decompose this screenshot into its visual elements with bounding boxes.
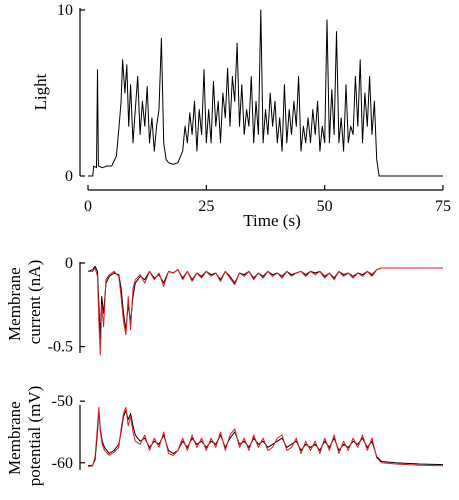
light-x-axis-label: Time (s) (243, 211, 300, 230)
potential-trace (87, 406, 444, 467)
current-y-axis-label-line1: Membrane (5, 267, 24, 341)
light-panel: 0 10 0 25 50 75 Light Time (s) (31, 2, 451, 230)
current-series (87, 265, 443, 356)
potential-y-ticks: -50 -60 (52, 393, 85, 472)
light-x-tick-label: 0 (84, 198, 92, 215)
light-trace (88, 9, 443, 177)
light-y-tick-label: 0 (65, 168, 73, 185)
light-series (88, 9, 443, 177)
current-y-axis-label: Membrane current (nA) (5, 260, 44, 345)
current-y-tick-label: -0.5 (48, 339, 73, 356)
membrane-potential-panel: -50 -60 Membrane potential (mV) (5, 386, 444, 487)
light-y-ticks: 0 10 (57, 2, 85, 185)
current-y-tick-label: 0 (65, 255, 73, 272)
potential-y-axis-label: Membrane potential (mV) (5, 386, 44, 487)
potential-series (87, 406, 444, 467)
light-x-ticks: 0 25 50 75 (84, 185, 451, 215)
membrane-current-panel: 0 -0.5 Membrane current (nA) (5, 255, 443, 356)
potential-trace (87, 409, 444, 467)
current-y-ticks: 0 -0.5 (48, 255, 85, 356)
light-x-tick-label: 25 (198, 198, 214, 215)
light-x-tick-label: 75 (435, 198, 451, 215)
potential-y-tick-label: -50 (52, 393, 73, 410)
light-y-axis-label: Light (31, 73, 50, 110)
potential-y-axis-label-line1: Membrane (5, 401, 24, 475)
potential-y-axis-label-line2: potential (mV) (25, 386, 44, 487)
potential-y-tick-label: -60 (52, 455, 73, 472)
light-x-tick-label: 50 (317, 198, 333, 215)
current-trace (88, 267, 443, 356)
light-y-tick-label: 10 (57, 2, 73, 19)
current-y-axis-label-line2: current (nA) (25, 260, 44, 345)
